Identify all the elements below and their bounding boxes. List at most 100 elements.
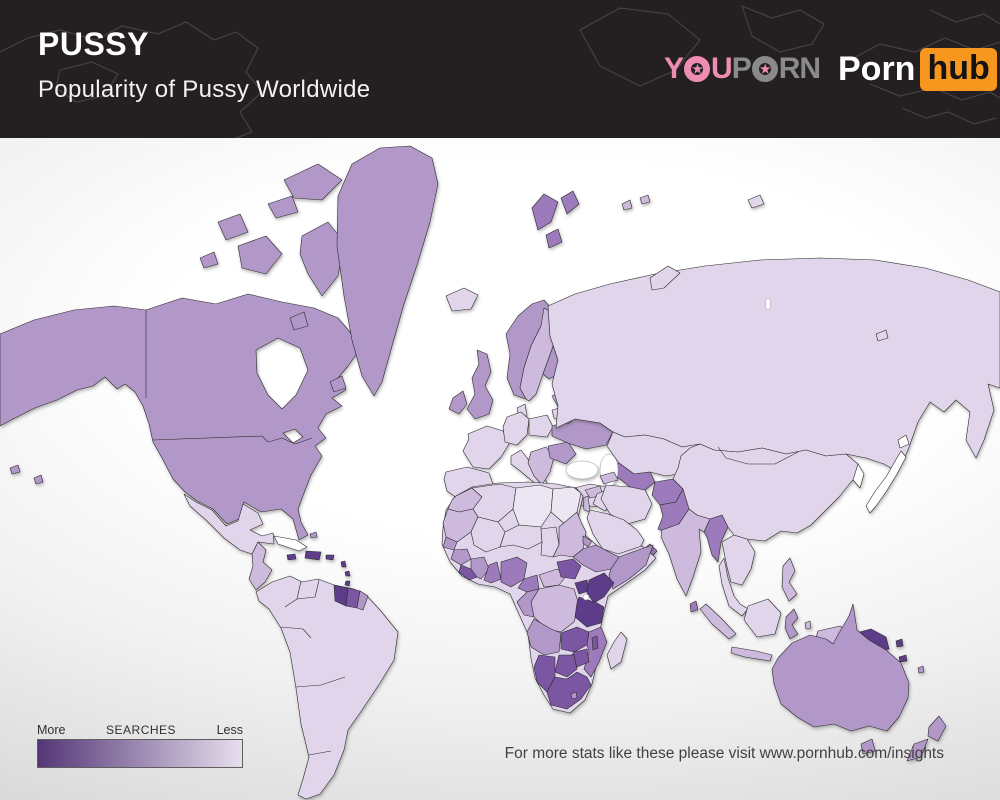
country-france bbox=[462, 425, 510, 470]
black-sea bbox=[565, 460, 599, 480]
island-borneo bbox=[743, 598, 782, 638]
footer-note: For more stats like these please visit w… bbox=[504, 745, 944, 762]
country-mexico bbox=[183, 493, 275, 555]
island-antilles bbox=[344, 570, 351, 577]
oceania bbox=[771, 603, 947, 762]
map-legend: More SEARCHES Less bbox=[37, 723, 243, 768]
country-australia bbox=[771, 603, 910, 732]
header-bar: PUSSY Popularity of Pussy Worldwide Y ★ U P… bbox=[0, 0, 1000, 138]
island-aleutian bbox=[33, 474, 44, 485]
island-sulawesi bbox=[784, 608, 799, 640]
border-venezuela bbox=[296, 579, 320, 600]
pornhub-logo-porn: Porn bbox=[838, 49, 916, 88]
country-botswana bbox=[554, 654, 578, 678]
page-title: PUSSY bbox=[38, 26, 149, 62]
country-germany bbox=[502, 411, 530, 446]
country-south-africa bbox=[546, 671, 592, 710]
new-zealand-north bbox=[927, 715, 947, 742]
legend-less-label: Less bbox=[216, 723, 243, 737]
africa bbox=[441, 481, 657, 714]
youporn-letter: RN bbox=[778, 52, 821, 85]
country-poland bbox=[528, 414, 554, 438]
island-tasmania bbox=[860, 738, 876, 755]
region-balkans bbox=[527, 446, 555, 486]
youporn-letter: U bbox=[711, 52, 733, 85]
country-iran bbox=[600, 484, 653, 525]
island-java bbox=[730, 646, 773, 662]
page-subtitle: Popularity of Pussy Worldwide bbox=[38, 76, 371, 103]
youporn-o-icon: ★ bbox=[751, 56, 778, 82]
island-ellesmere bbox=[283, 163, 343, 201]
country-malawi bbox=[591, 635, 599, 651]
island-svalbard bbox=[531, 193, 559, 231]
youporn-letter: P bbox=[731, 52, 752, 85]
region-south-america bbox=[255, 575, 399, 800]
region-caucasus bbox=[599, 471, 619, 485]
country-philippines bbox=[781, 557, 798, 602]
pornhub-logo: Porn hub bbox=[838, 0, 997, 138]
new-zealand-south bbox=[906, 738, 929, 762]
lake-victoria bbox=[582, 593, 590, 601]
country-tanzania bbox=[574, 596, 605, 628]
island-new-siberian bbox=[875, 329, 889, 342]
country-iceland bbox=[445, 287, 479, 312]
island-svalbard bbox=[545, 228, 563, 249]
island-banks bbox=[217, 213, 249, 241]
world-choropleth-map: More SEARCHES Less For more stats like t… bbox=[0, 138, 1000, 800]
country-niger bbox=[499, 524, 543, 550]
youporn-logo: Y ★ U P ★ RN bbox=[664, 0, 821, 138]
island-jamaica bbox=[286, 553, 297, 561]
country-sri-lanka bbox=[689, 600, 699, 613]
island-baffin bbox=[299, 221, 345, 297]
country-ivory-coast bbox=[470, 556, 490, 580]
north-america bbox=[0, 145, 439, 591]
star-icon: ★ bbox=[692, 61, 703, 76]
island-antilles bbox=[340, 560, 347, 568]
island-arctic-small bbox=[199, 251, 219, 269]
island-southampton bbox=[289, 311, 309, 331]
legend-labels: More SEARCHES Less bbox=[37, 723, 243, 737]
country-congo-gabon bbox=[516, 588, 540, 618]
region-central-america bbox=[248, 541, 273, 591]
country-mozambique bbox=[583, 626, 608, 678]
island-antilles bbox=[344, 580, 351, 587]
island-sumatra bbox=[699, 603, 737, 640]
header-map-outline-decoration bbox=[0, 5, 1000, 138]
island-franz-josef bbox=[621, 199, 633, 211]
island-fiji bbox=[917, 665, 925, 674]
country-ireland bbox=[448, 390, 468, 415]
country-china bbox=[672, 443, 863, 542]
country-angola bbox=[526, 618, 562, 656]
island-devon bbox=[267, 195, 299, 219]
country-greenland bbox=[336, 145, 439, 397]
legend-gradient-bar bbox=[37, 739, 243, 768]
country-sierra-leone bbox=[458, 564, 478, 581]
country-romania bbox=[547, 441, 577, 465]
island-hokkaido bbox=[897, 434, 910, 449]
island-png-small bbox=[895, 638, 904, 648]
pornhub-logo-hub: hub bbox=[920, 47, 997, 91]
border-usa-canada bbox=[152, 435, 313, 445]
country-kenya bbox=[586, 572, 615, 604]
legend-searches-label: SEARCHES bbox=[106, 723, 177, 737]
island-aleutian bbox=[9, 464, 21, 475]
border-bolivia-argentina bbox=[295, 676, 346, 688]
island-puerto-rico bbox=[325, 554, 335, 561]
region-malay-peninsula bbox=[718, 557, 749, 617]
island-victoria bbox=[237, 235, 283, 275]
country-united-kingdom bbox=[466, 349, 494, 420]
country-guinea bbox=[450, 548, 472, 566]
island-bahamas bbox=[309, 531, 318, 539]
lake-baikal bbox=[765, 297, 771, 311]
island-moluccas bbox=[804, 620, 812, 630]
country-somalia bbox=[608, 544, 654, 590]
island-png-small bbox=[898, 654, 908, 663]
island-hispaniola bbox=[304, 550, 322, 561]
island-newfoundland bbox=[329, 375, 347, 393]
south-america bbox=[255, 575, 399, 800]
country-south-sudan bbox=[556, 558, 582, 580]
country-lesotho bbox=[570, 691, 578, 700]
asia bbox=[547, 194, 1000, 663]
country-ghana bbox=[483, 561, 502, 584]
